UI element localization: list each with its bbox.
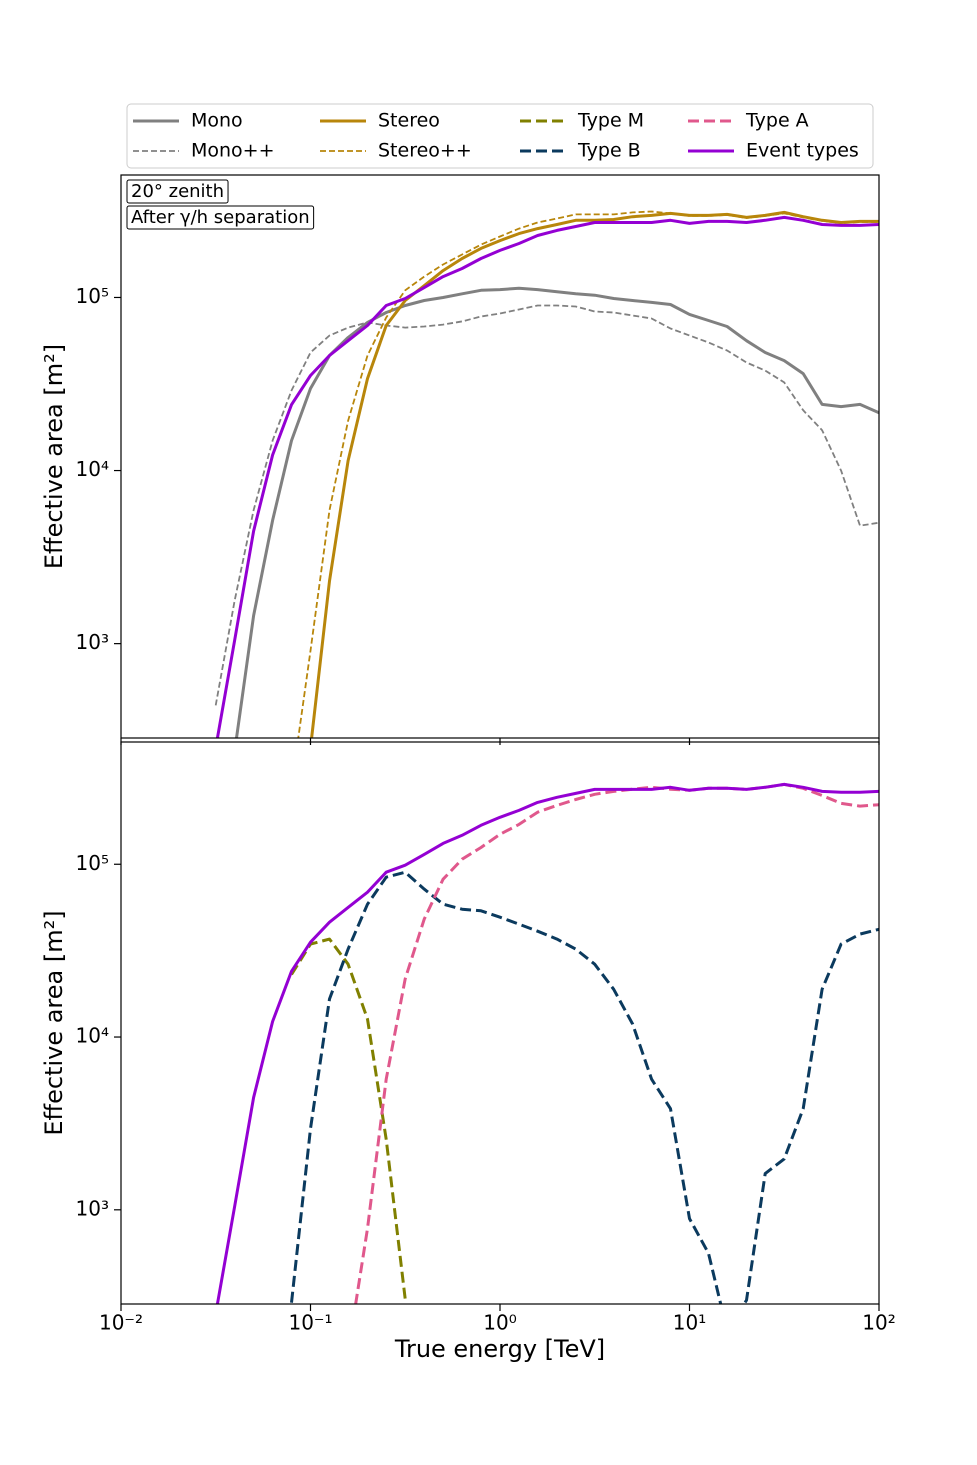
plot-area	[214, 210, 879, 738]
y-tick-label: 10⁴	[76, 1024, 109, 1048]
series-line	[215, 782, 879, 1304]
legend-label: Type A	[745, 110, 809, 132]
x-tick-label: 10²	[862, 1311, 895, 1335]
y-tick-label: 10⁵	[76, 851, 109, 875]
annotation-box	[126, 205, 315, 230]
x-tick-label: 10¹	[673, 1311, 706, 1335]
x-tick-label: 10⁰	[483, 1311, 516, 1335]
legend-label: Type M	[577, 110, 644, 132]
y-axis-label: Effective area [m²]	[40, 344, 68, 569]
axes-frame	[120, 741, 880, 1305]
series-line	[297, 210, 879, 738]
x-tick-label: 10⁻¹	[288, 1311, 332, 1335]
legend-label: Type B	[577, 140, 641, 162]
annotation-box	[126, 179, 229, 204]
axes-frame	[120, 174, 880, 739]
series-line	[290, 870, 879, 1304]
plot-area	[215, 782, 879, 1304]
y-tick-label: 10³	[76, 630, 109, 654]
series-line	[354, 782, 879, 1304]
annotation: 20° zenith	[131, 181, 224, 202]
annotation: After γ/h separation	[131, 207, 310, 228]
series-line	[214, 304, 879, 706]
legend-label: Mono	[191, 110, 243, 132]
legend-box	[126, 103, 874, 169]
legend-label: Stereo	[378, 110, 440, 132]
series-line	[234, 286, 879, 738]
legend-label: Mono++	[191, 140, 275, 162]
y-axis-label: Effective area [m²]	[40, 910, 68, 1135]
series-line	[215, 215, 879, 738]
series-line	[290, 937, 407, 1300]
x-axis-label: True energy [TeV]	[394, 1335, 605, 1363]
legend-label: Event types	[746, 140, 859, 162]
series-line	[310, 210, 879, 738]
y-tick-label: 10⁵	[76, 284, 109, 308]
y-tick-label: 10³	[76, 1196, 109, 1220]
legend-label: Stereo++	[378, 140, 472, 162]
y-tick-label: 10⁴	[76, 457, 109, 481]
x-tick-label: 10⁻²	[99, 1311, 143, 1335]
